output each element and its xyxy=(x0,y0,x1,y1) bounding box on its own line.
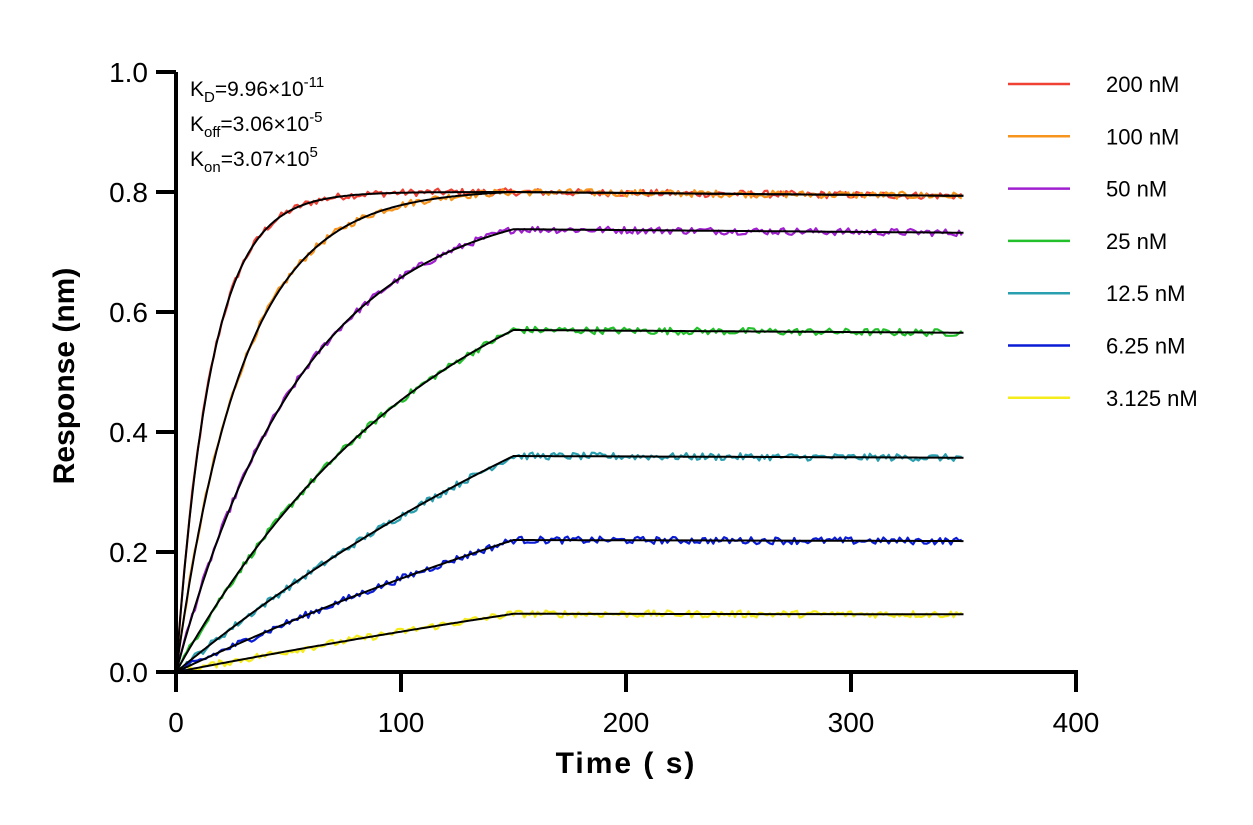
fit-line-6 xyxy=(175,612,964,673)
x-axis-title: Time ( s) xyxy=(556,747,697,780)
x-tick-label: 100 xyxy=(378,707,425,738)
fit-line-4 xyxy=(175,455,964,673)
series-line-2 xyxy=(174,225,963,673)
series-line-4 xyxy=(175,451,962,673)
legend-label: 12.5 nM xyxy=(1106,281,1186,306)
y-axis-title: Response (nm) xyxy=(48,268,81,485)
legend: 200 nM 100 nM 50 nM 25 nM 12.5 nM 6.25 nM 3.12… xyxy=(1008,72,1198,411)
y-tick-label: 0.2 xyxy=(109,537,148,568)
legend-label: 3.125 nM xyxy=(1106,386,1198,411)
fit-line-2 xyxy=(175,228,964,673)
fit-line-5 xyxy=(175,539,964,673)
kinetics-annotation: KD=9.96×10-11 Koff=3.06×10-5 Kon=3.07×10… xyxy=(190,74,324,176)
fit-line-0 xyxy=(175,191,964,673)
y-tick-label: 0.4 xyxy=(109,417,148,448)
legend-label: 50 nM xyxy=(1106,177,1167,202)
legend-label: 25 nM xyxy=(1106,229,1167,254)
fit-line-1 xyxy=(175,191,964,673)
y-tick-label: 0.0 xyxy=(109,657,148,688)
legend-label: 200 nM xyxy=(1106,72,1179,97)
axes-layer: 0.0 0.2 0.4 0.6 0.8 1.0 0 100 200 300 400 xyxy=(109,57,1099,738)
fit-line-3 xyxy=(175,329,964,673)
y-tick-label: 0.8 xyxy=(109,177,148,208)
x-tick-label: 300 xyxy=(828,707,875,738)
x-tick-label: 400 xyxy=(1053,707,1100,738)
series-layer xyxy=(174,187,964,675)
koff-annotation: Koff=3.06×10-5 xyxy=(190,109,323,141)
y-tick-label: 0.6 xyxy=(109,297,148,328)
series-line-1 xyxy=(174,188,963,673)
x-tick-label: 0 xyxy=(168,707,184,738)
series-line-0 xyxy=(174,187,963,673)
kon-annotation: Kon=3.07×105 xyxy=(190,144,318,176)
y-tick-label: 1.0 xyxy=(109,57,148,88)
legend-label: 6.25 nM xyxy=(1106,334,1186,359)
kd-annotation: KD=9.96×10-11 xyxy=(190,74,324,106)
x-tick-label: 200 xyxy=(603,707,650,738)
legend-label: 100 nM xyxy=(1106,124,1179,149)
